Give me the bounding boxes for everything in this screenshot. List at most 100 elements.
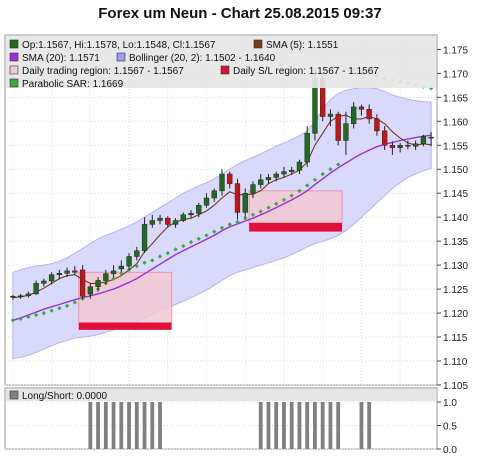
candle-body [382,130,388,146]
candle-body [149,220,155,225]
candle-body [219,173,225,192]
sub-y-tick-label: 1.0 [443,398,457,409]
candle-body [258,179,264,185]
sar-point [188,240,194,245]
legend-box [6,36,436,88]
candle-body [56,273,62,275]
sar-point [320,171,325,177]
long-short-bar [258,402,263,449]
sar-point [258,209,263,214]
sar-point [142,260,147,265]
candle-body [95,280,101,287]
long-short-bar [367,402,372,449]
long-short-bar [150,402,155,449]
legend-swatch [220,65,230,75]
long-short-bar [328,402,333,449]
candle-body [188,213,194,216]
candle-body [33,283,39,295]
legend-swatch [116,52,126,62]
candle-body [428,136,434,139]
sar-point [289,193,294,198]
candle-body [289,169,295,172]
candle-body [351,106,357,124]
candle-body [87,286,93,295]
candle-body [281,171,287,175]
legend-entry: Daily trading region: 1.1567 - 1.1567 [22,66,184,77]
y-tick-label: 1.150 [443,165,468,176]
long-short-bar [336,402,341,449]
sar-point [165,251,170,256]
long-short-bar [359,402,364,449]
candle-body [165,217,171,225]
candle-body [203,197,210,206]
candle-body [110,270,117,275]
candle-body [366,109,372,120]
candle-body [234,183,241,213]
candle-body [296,161,303,171]
legend-swatch [9,65,19,75]
y-tick-label: 1.165 [443,93,468,104]
candle-body [265,177,272,181]
sar-point [250,212,256,217]
candle-body [211,190,217,199]
sar-point [297,188,302,193]
legend-entry: Op:1.1567, Hi:1.1578, Lo:1.1548, Cl:1.15… [22,40,216,51]
long-short-bar [134,402,139,449]
candle-body [250,184,256,194]
candle-body [196,204,202,214]
candle-body [420,136,427,145]
sub-legend: Long/Short: 0.0000 [6,389,436,402]
sub-y-tick-label: 0.5 [443,422,457,433]
sar-point [281,197,287,203]
y-tick-label: 1.120 [443,309,468,320]
y-tick-label: 1.105 [443,381,468,392]
y-tick-label: 1.145 [443,189,468,200]
sub-grid: 0.0 0.5 1.0 [5,398,457,456]
candle-body [304,133,310,163]
sub-legend-swatch [9,390,19,400]
y-tick-label: 1.110 [443,357,468,368]
legend-swatch [253,39,263,49]
y-tick-label: 1.130 [443,261,468,272]
y-tick-label: 1.115 [443,333,468,344]
candle-body [10,296,16,298]
sar-point [157,254,163,259]
sar-point [274,201,279,206]
long-short-bar [282,402,286,449]
long-short-bar [297,402,302,449]
long-short-bar [305,402,310,449]
daily-trading-region-0 [78,271,173,324]
y-tick-label: 1.140 [443,213,468,224]
sub-y-tick-label: 0.0 [443,445,457,456]
candle-body [72,270,78,273]
candle-body [397,145,403,148]
sar-point [227,222,232,227]
long-short-bar [142,402,147,449]
candle-body [335,113,341,141]
sar-point [181,243,186,249]
candle-body [327,113,334,117]
sar-point [219,225,225,230]
long-short-bar [103,402,108,449]
legend-entry: SMA (5): 1.1551 [266,40,339,51]
daily-sl-region-1 [249,222,343,232]
candle-body [25,293,32,297]
long-short-bar [266,402,271,449]
candle-body [64,270,70,274]
sub-legend-entry: Long/Short: 0.0000 [22,391,108,402]
long-short-bar [119,402,124,449]
long-short-bar [127,402,131,449]
daily-sl-region-0 [78,322,172,330]
candle-body [412,143,419,147]
sar-point [336,162,341,167]
main-legend: Op:1.1567, Hi:1.1578, Lo:1.1548, Cl:1.15… [6,36,436,90]
candle-body [389,145,396,148]
sar-point [204,233,209,238]
sar-point [134,263,139,269]
candle-body [17,295,24,298]
y-tick-label: 1.125 [443,285,468,296]
candle-body [48,274,55,282]
candle-body [118,265,124,270]
